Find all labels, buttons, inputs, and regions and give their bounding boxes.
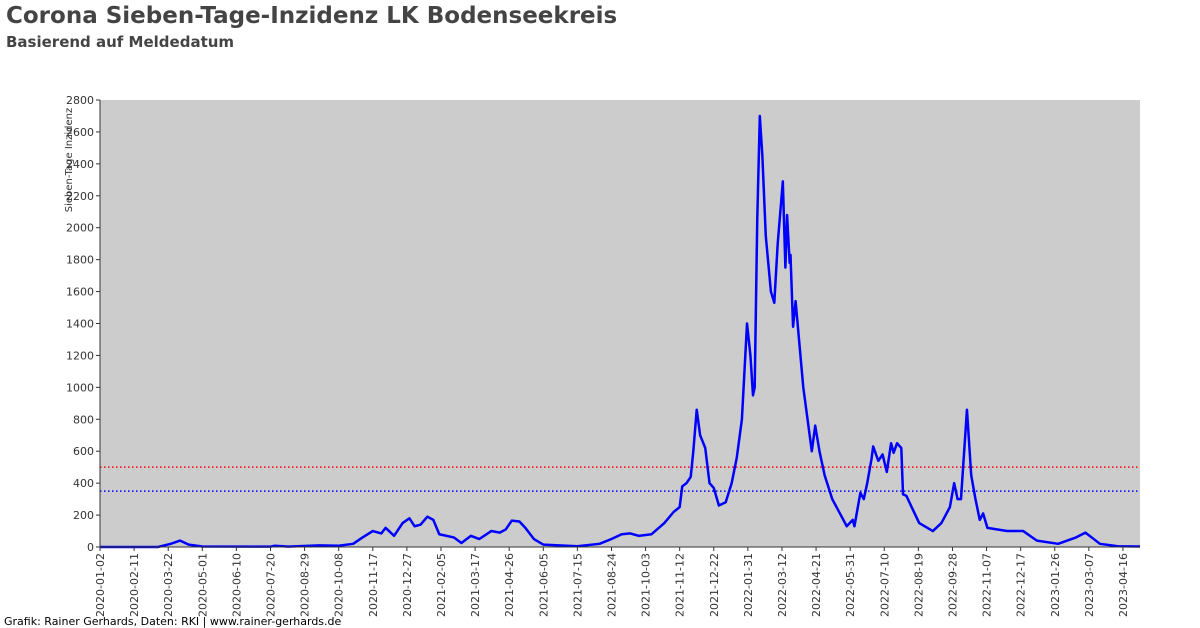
- y-tick-label: 1600: [66, 286, 94, 299]
- y-tick-label: 400: [73, 477, 94, 490]
- y-tick-label: 0: [87, 541, 94, 554]
- x-tick-label: 2023-01-26: [1049, 553, 1062, 617]
- x-tick-label: 2020-08-29: [299, 553, 312, 617]
- x-tick-label: 2021-12-22: [708, 553, 721, 617]
- x-tick-label: 2023-04-16: [1117, 553, 1130, 617]
- y-tick-label: 2400: [66, 158, 94, 171]
- x-tick-label: 2020-07-20: [264, 553, 277, 617]
- y-tick-label: 1800: [66, 254, 94, 267]
- x-tick-label: 2020-02-11: [128, 553, 141, 617]
- y-tick-label: 200: [73, 509, 94, 522]
- x-tick-label: 2021-04-26: [503, 553, 516, 617]
- y-tick-label: 1000: [66, 381, 94, 394]
- x-tick-label: 2022-03-12: [776, 553, 789, 617]
- y-tick-label: 1200: [66, 349, 94, 362]
- x-tick-label: 2022-01-31: [742, 553, 755, 617]
- x-tick-label: 2020-12-27: [401, 553, 414, 617]
- x-tick-label: 2022-12-17: [1015, 553, 1028, 617]
- y-tick-label: 600: [73, 445, 94, 458]
- x-tick-label: 2022-08-19: [912, 553, 925, 617]
- y-tick-label: 2000: [66, 222, 94, 235]
- x-tick-label: 2020-11-17: [367, 553, 380, 617]
- y-axis-label: Sieben-Tage Inzidenz: [64, 108, 75, 212]
- chart-subtitle: Basierend auf Meldedatum: [6, 33, 234, 51]
- plot-background: [100, 100, 1140, 547]
- x-tick-label: 2023-03-07: [1083, 553, 1096, 617]
- x-tick-label: 2022-07-10: [878, 553, 891, 617]
- y-tick-label: 2800: [66, 94, 94, 107]
- x-tick-label: 2021-11-12: [674, 553, 687, 617]
- x-tick-label: 2022-04-21: [810, 553, 823, 617]
- x-tick-label: 2021-07-15: [571, 553, 584, 617]
- y-tick-label: 1400: [66, 318, 94, 331]
- x-tick-label: 2021-06-05: [537, 553, 550, 617]
- x-tick-label: 2020-05-01: [196, 553, 209, 617]
- x-tick-label: 2020-03-22: [162, 553, 175, 617]
- x-tick-label: 2021-08-24: [605, 553, 618, 617]
- x-tick-label: 2020-10-08: [333, 553, 346, 617]
- x-tick-label: 2022-05-31: [844, 553, 857, 617]
- y-tick-label: 2600: [66, 126, 94, 139]
- x-tick-label: 2020-06-10: [230, 553, 243, 617]
- y-tick-label: 2200: [66, 190, 94, 203]
- footer: Grafik: Rainer Gerhards, Daten: RKI | ww…: [4, 615, 342, 628]
- data-line: [100, 114, 1141, 549]
- x-tick-label: 2020-01-02: [94, 553, 107, 617]
- x-tick-label: 2022-11-07: [981, 553, 994, 617]
- x-tick-label: 2021-03-17: [469, 553, 482, 617]
- x-tick-label: 2021-10-03: [640, 553, 653, 617]
- x-tick-label: 2021-02-05: [435, 553, 448, 617]
- y-tick-label: 800: [73, 413, 94, 426]
- x-tick-label: 2022-09-28: [946, 553, 959, 617]
- chart-title: Corona Sieben-Tage-Inzidenz LK Bodenseek…: [6, 3, 617, 29]
